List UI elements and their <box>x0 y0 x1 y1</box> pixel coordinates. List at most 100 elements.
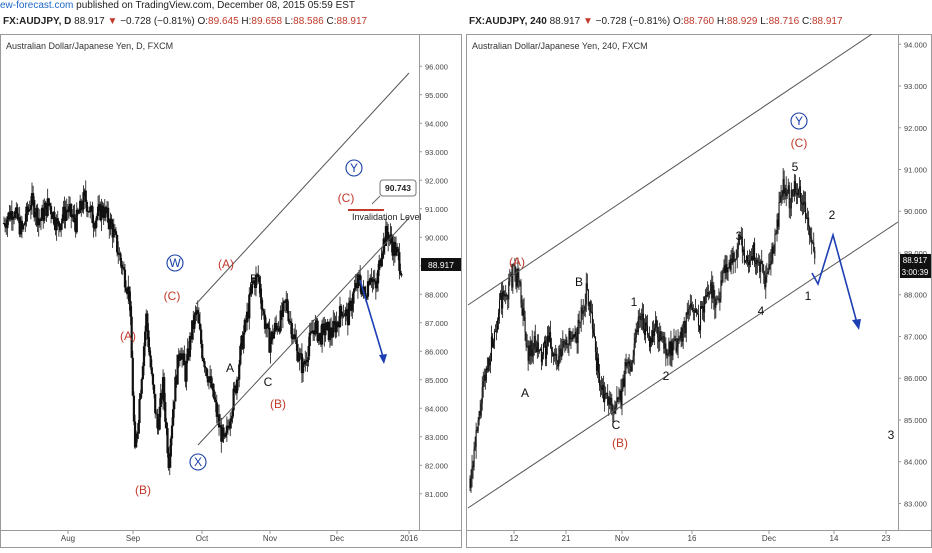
candle-body <box>18 217 21 235</box>
candle-body <box>663 336 665 349</box>
wave-circle-icon <box>166 254 184 272</box>
candle-body <box>195 310 198 312</box>
candle-body <box>222 427 225 436</box>
candle-body <box>767 271 769 273</box>
candle-body <box>310 331 314 334</box>
candle-body <box>156 413 159 429</box>
down-arrow-icon: ▼ <box>582 16 593 27</box>
attribution-bar: ew-forecast.com published on TradingView… <box>0 0 932 14</box>
candle-body <box>787 185 789 193</box>
candle-body <box>10 211 13 220</box>
y-tick-label: 86.000 <box>904 374 927 383</box>
right-upper-channel-line <box>467 33 873 306</box>
daily-chart[interactable]: Australian Dollar/Japanese Yen, D, FXCM … <box>0 34 462 548</box>
candle-body <box>729 262 731 270</box>
candle-body <box>254 275 258 288</box>
candle-body <box>582 310 584 314</box>
x-tick-label: 14 <box>830 534 839 543</box>
daily-chart-panel[interactable]: Australian Dollar/Japanese Yen, D, FXCM … <box>0 34 462 548</box>
candle-body <box>328 327 332 340</box>
candle-body <box>789 207 791 209</box>
candle-body <box>542 343 544 355</box>
candle-body <box>521 303 523 316</box>
candle-body <box>720 280 722 299</box>
candle-body <box>602 384 604 390</box>
candle-body <box>112 229 115 238</box>
candle-body <box>288 321 291 323</box>
candle-body <box>346 308 349 326</box>
candle-body <box>674 338 676 341</box>
candle-body <box>36 207 39 226</box>
candle-body <box>139 393 142 400</box>
candle-body <box>216 414 220 417</box>
y-tick-label: 95.000 <box>425 91 448 100</box>
candle-body <box>370 277 373 282</box>
candle-body <box>387 231 390 241</box>
candle-body <box>251 281 254 285</box>
candle-body <box>577 319 579 343</box>
candle-body <box>631 362 633 372</box>
candle-body <box>95 216 99 221</box>
candle-body <box>250 284 253 293</box>
candle-body <box>513 264 515 266</box>
candle-body <box>169 438 172 457</box>
candle-body <box>706 295 708 297</box>
candle-body <box>705 295 707 297</box>
candle-body <box>280 310 283 317</box>
candle-body <box>390 234 393 244</box>
candle-body <box>267 323 270 328</box>
candle-body <box>266 323 269 328</box>
candle-body <box>486 367 488 371</box>
candle-body <box>544 340 547 359</box>
candle-body <box>309 331 312 333</box>
right-candles <box>469 168 816 493</box>
candle-body <box>348 300 352 303</box>
candle-body <box>66 209 69 213</box>
candle-body <box>148 347 151 356</box>
candle-body <box>212 383 215 398</box>
candle-body <box>482 381 484 388</box>
candle-body <box>553 353 555 357</box>
candle-body <box>378 260 381 271</box>
right-symbol[interactable]: FX:AUDJPY, 240 <box>469 16 547 27</box>
candle-body <box>102 213 105 218</box>
left-symbol[interactable]: FX:AUDJPY, D <box>3 16 72 27</box>
right-wave-labels: (A) B A C (B) 1 2 3 4 5 (C) Y 1 2 3 <box>509 112 895 450</box>
candle-body <box>791 189 793 196</box>
candle-body <box>579 322 581 324</box>
candle-body <box>678 338 680 340</box>
candle-body <box>687 309 689 315</box>
candle-body <box>217 414 221 428</box>
right-last-price: 88.917 <box>549 16 581 27</box>
candle-body <box>696 313 699 315</box>
candle-body <box>563 341 565 343</box>
candle-body <box>479 411 481 416</box>
candle-body <box>751 256 754 261</box>
candle-body <box>571 337 573 340</box>
candle-body <box>509 276 511 283</box>
candle-body <box>785 188 787 197</box>
candle-body <box>211 383 214 388</box>
candle-body <box>73 214 76 223</box>
right-price-tag <box>900 254 931 266</box>
site-link[interactable]: ew-forecast.com <box>0 0 74 11</box>
h4-chart[interactable]: Australian Dollar/Japanese Yen, 240, FXC… <box>466 33 932 548</box>
candle-body <box>159 392 162 407</box>
candle-body <box>239 345 242 365</box>
candle-body <box>534 335 536 347</box>
candle-body <box>792 195 794 197</box>
left-candles <box>2 180 403 476</box>
candle-body <box>778 202 780 227</box>
candle-body <box>366 281 370 297</box>
candle-body <box>75 209 78 233</box>
candle-body <box>646 325 649 336</box>
candle-body <box>149 355 152 368</box>
right-open: 88.760 <box>683 16 715 27</box>
candle-body <box>278 328 281 332</box>
wave-circle-icon <box>790 112 808 130</box>
candle-body <box>574 331 576 338</box>
candle-body <box>353 288 356 292</box>
candle-body <box>771 246 773 261</box>
h4-chart-panel[interactable]: Australian Dollar/Japanese Yen, 240, FXC… <box>466 33 932 548</box>
candle-body <box>74 222 77 233</box>
